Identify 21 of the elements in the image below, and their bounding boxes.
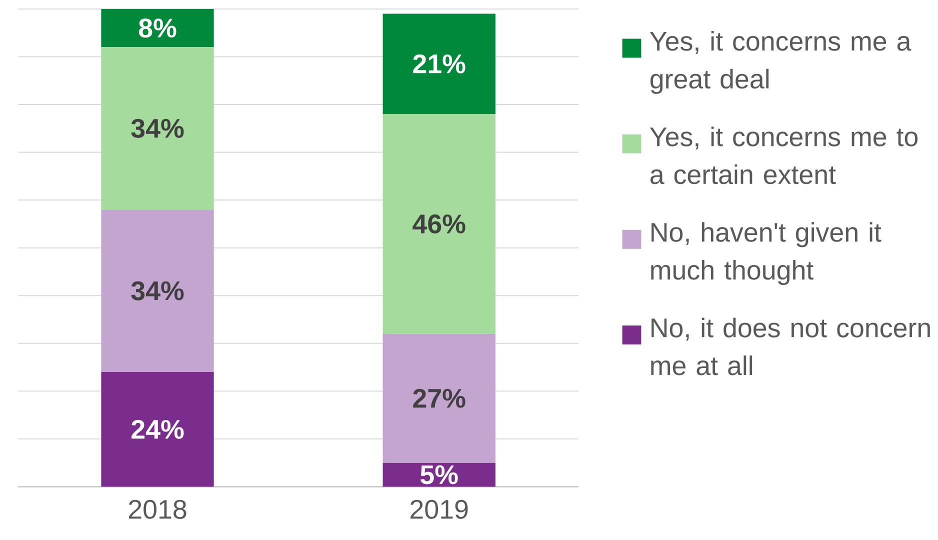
bar xyxy=(382,14,496,114)
bar xyxy=(101,372,214,486)
data-label: 21% xyxy=(413,54,466,74)
data-label: 34% xyxy=(131,281,184,300)
bar xyxy=(382,334,496,463)
legend-label: No, it does not concern me at all xyxy=(651,317,930,376)
data-label: 27% xyxy=(413,388,466,408)
data-label: 8% xyxy=(138,18,176,38)
data-label: 24% xyxy=(132,420,184,439)
legend-label: Yes, it concerns me to a certain extent xyxy=(650,126,918,184)
data-label: 5% xyxy=(420,465,458,484)
legend-label: Yes, it concerns me a great deal xyxy=(650,30,912,94)
data-label: 34% xyxy=(131,118,184,138)
bar xyxy=(101,209,214,372)
legend-label: No, haven't given it much thought xyxy=(651,222,882,285)
x-tick-label: 2019 xyxy=(410,500,468,519)
bar xyxy=(101,8,214,47)
data-label: 46% xyxy=(412,214,466,234)
bar xyxy=(101,46,214,210)
bar xyxy=(382,114,496,334)
x-tick-label: 2018 xyxy=(128,500,186,519)
